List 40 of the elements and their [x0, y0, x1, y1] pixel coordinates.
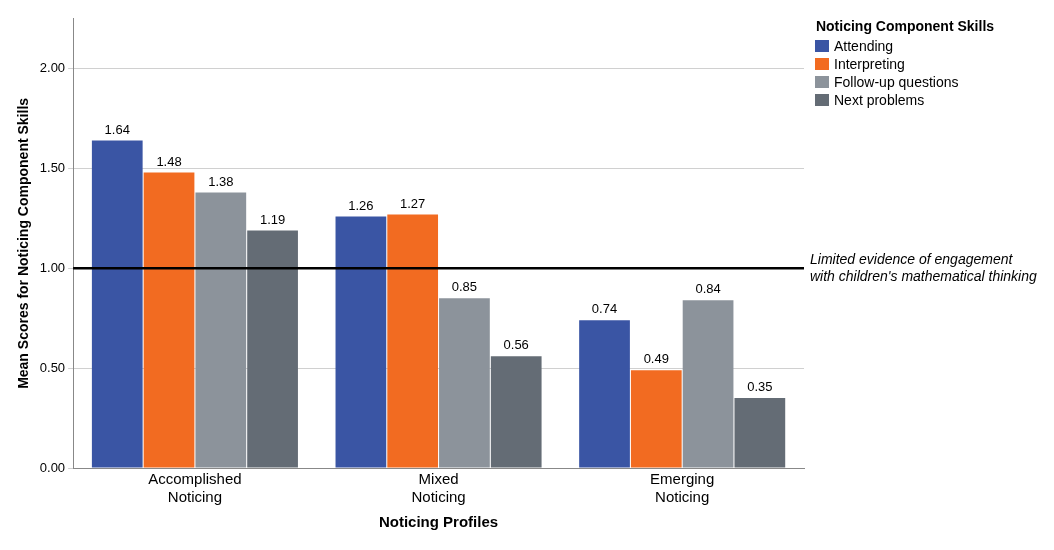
data-label: 0.49 [643, 351, 669, 367]
data-label: 0.84 [695, 281, 721, 297]
bar [195, 192, 247, 468]
y-axis-title: Mean Scores for Noticing Component Skills [15, 97, 32, 389]
data-label: 0.35 [747, 379, 773, 395]
y-tick-label: 2.00 [39, 60, 66, 76]
data-label: 1.38 [208, 173, 234, 189]
data-label: 0.56 [503, 337, 529, 353]
bar [387, 214, 439, 468]
bar [247, 230, 298, 468]
data-label: 1.27 [400, 195, 426, 211]
data-label: 0.74 [591, 301, 618, 317]
x-tick-label: Emerging Noticing [650, 470, 715, 506]
legend-label: Attending [834, 38, 894, 54]
data-label: 1.48 [156, 153, 182, 169]
bar [143, 172, 195, 468]
x-tick-label: Accomplished Noticing [148, 470, 242, 506]
legend-label: Interpreting [834, 56, 905, 72]
data-label: 1.19 [259, 211, 286, 227]
bar [439, 298, 490, 468]
bar [734, 398, 786, 468]
data-label: 1.64 [104, 121, 130, 137]
data-label: 1.26 [348, 197, 374, 213]
legend-label: Next problems [834, 92, 925, 108]
bar [490, 356, 542, 468]
x-tick-label: Mixed Noticing [411, 470, 466, 506]
y-tick-label: 0.50 [39, 359, 66, 375]
bar [335, 216, 387, 468]
bar [579, 320, 630, 468]
y-tick-label: 0.00 [39, 459, 66, 475]
bar [682, 300, 734, 468]
ref-line-label: Limited evidence of engagement with children's mathematical thinking [810, 250, 1037, 284]
y-tick-label: 1.50 [39, 160, 66, 176]
x-axis-title: Noticing Profiles [378, 513, 499, 531]
bar [630, 370, 682, 468]
legend-title: Noticing Component Skills [815, 18, 995, 34]
bar [91, 140, 143, 468]
y-tick-label: 1.00 [39, 259, 66, 275]
legend-label: Follow-up questions [834, 74, 959, 90]
data-label: 0.85 [451, 279, 478, 295]
